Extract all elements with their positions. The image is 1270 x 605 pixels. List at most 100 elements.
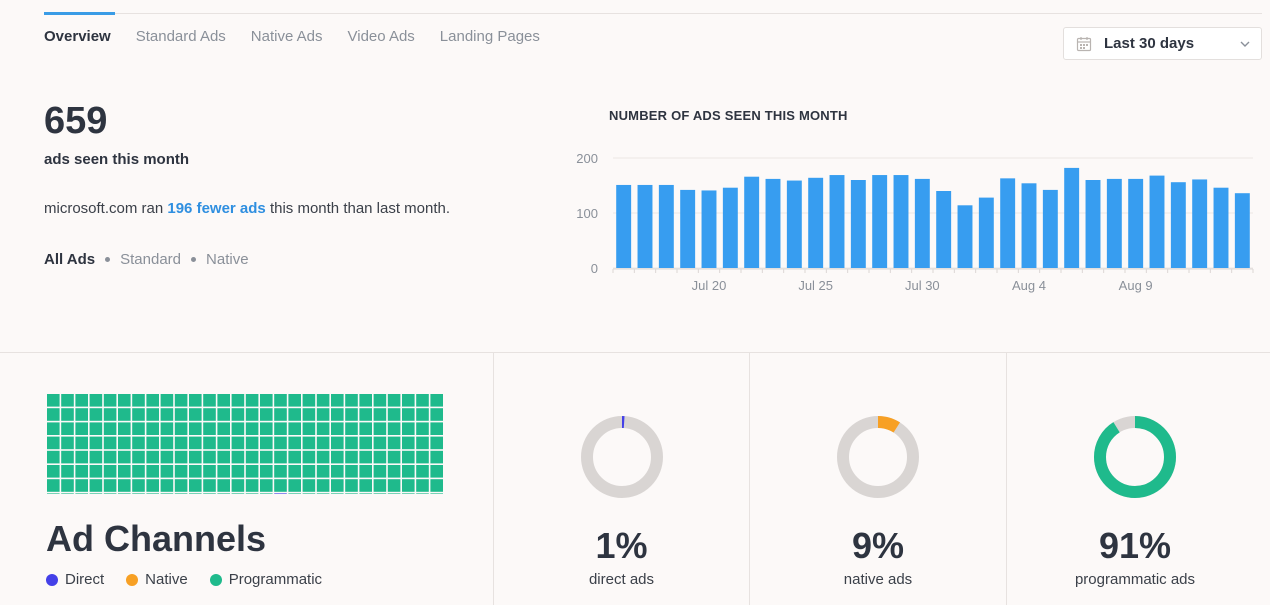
waffle-cell-programmatic bbox=[217, 436, 230, 450]
waffle-cell-programmatic bbox=[132, 479, 145, 492]
waffle-cell-programmatic bbox=[89, 394, 103, 407]
waffle-cell-programmatic bbox=[260, 394, 273, 407]
waffle-cell-programmatic bbox=[103, 479, 117, 492]
chart-bar[interactable] bbox=[914, 178, 930, 268]
chart-bar[interactable] bbox=[1170, 182, 1186, 268]
waffle-cell-programmatic bbox=[288, 408, 301, 421]
waffle-cell-programmatic bbox=[373, 422, 387, 435]
waffle-cell-programmatic bbox=[288, 422, 301, 435]
waffle-cell-programmatic bbox=[89, 465, 103, 478]
chart-bar[interactable] bbox=[957, 205, 973, 268]
chart-bar[interactable] bbox=[1000, 178, 1016, 268]
waffle-cell-programmatic bbox=[231, 479, 245, 492]
chart-bar[interactable] bbox=[1021, 183, 1037, 268]
chart-bar[interactable] bbox=[850, 180, 866, 268]
waffle-cell-programmatic bbox=[387, 394, 401, 407]
programmatic-donut bbox=[1094, 416, 1176, 498]
waffle-cell-programmatic bbox=[359, 436, 372, 450]
waffle-cell-programmatic bbox=[302, 465, 316, 478]
waffle-cell-programmatic bbox=[302, 422, 316, 435]
waffle-cell-programmatic bbox=[146, 465, 159, 478]
chart-bar[interactable] bbox=[893, 175, 909, 268]
waffle-cell-programmatic bbox=[89, 450, 103, 464]
waffle-cell-programmatic bbox=[302, 436, 316, 450]
direct-percent: 1% bbox=[595, 525, 648, 566]
chart-bar[interactable] bbox=[744, 176, 760, 268]
chart-bar[interactable] bbox=[765, 178, 781, 268]
chart-bar[interactable] bbox=[1106, 178, 1122, 268]
comparison-text: microsoft.com ran 196 fewer ads this mon… bbox=[44, 200, 450, 217]
waffle-cell-programmatic bbox=[316, 408, 330, 421]
waffle-cell-programmatic bbox=[103, 493, 117, 494]
filter-standard[interactable]: Standard bbox=[120, 251, 182, 268]
waffle-cell-programmatic bbox=[118, 394, 131, 407]
waffle-cell-programmatic bbox=[331, 479, 344, 492]
native-donut bbox=[837, 416, 919, 498]
waffle-cell-programmatic bbox=[288, 450, 301, 464]
waffle-cell-programmatic bbox=[316, 394, 330, 407]
chart-bar[interactable] bbox=[637, 184, 653, 268]
chart-bar[interactable] bbox=[1042, 189, 1058, 268]
filter-native[interactable]: Native bbox=[206, 251, 249, 268]
waffle-cell-programmatic bbox=[118, 465, 131, 478]
chart-bar[interactable] bbox=[1213, 187, 1229, 268]
legend-label: Direct bbox=[65, 571, 105, 588]
donut-track bbox=[837, 416, 919, 498]
waffle-cell-programmatic bbox=[174, 479, 188, 492]
chart-bar[interactable] bbox=[680, 189, 696, 268]
waffle-cell-programmatic bbox=[174, 436, 188, 450]
waffle-cell-programmatic bbox=[260, 450, 273, 464]
waffle-cell-programmatic bbox=[430, 422, 443, 435]
chart-bar[interactable] bbox=[1234, 193, 1250, 268]
chart-bar[interactable] bbox=[722, 187, 738, 268]
waffle-cell-programmatic bbox=[189, 493, 202, 494]
waffle-cell-programmatic bbox=[359, 408, 372, 421]
waffle-cell-programmatic bbox=[189, 422, 202, 435]
date-range-select[interactable]: Last 30 days bbox=[1063, 27, 1262, 60]
waffle-cell-programmatic bbox=[47, 465, 60, 478]
waffle-cell-programmatic bbox=[132, 394, 145, 407]
chart-bar[interactable] bbox=[1128, 178, 1144, 268]
filter-all-ads[interactable]: All Ads bbox=[44, 251, 96, 268]
waffle-cell-programmatic bbox=[373, 394, 387, 407]
waffle-cell-programmatic bbox=[430, 493, 443, 494]
waffle-cell-programmatic bbox=[174, 465, 188, 478]
chart-bar[interactable] bbox=[978, 197, 994, 268]
chart-bar[interactable] bbox=[701, 190, 717, 268]
tab-landing-pages[interactable]: Landing Pages bbox=[439, 28, 540, 45]
waffle-cell-programmatic bbox=[61, 394, 74, 407]
waffle-cell-programmatic bbox=[132, 493, 145, 494]
chart-bar[interactable] bbox=[1192, 179, 1208, 268]
chart-bar[interactable] bbox=[936, 191, 952, 268]
chart-bar[interactable] bbox=[808, 177, 824, 268]
tab-overview[interactable]: Overview bbox=[44, 28, 111, 45]
waffle-cell-programmatic bbox=[274, 408, 287, 421]
waffle-cell-programmatic bbox=[359, 394, 372, 407]
chart-bar[interactable] bbox=[616, 184, 632, 268]
waffle-cell-programmatic bbox=[160, 450, 174, 464]
chart-bar[interactable] bbox=[829, 175, 845, 268]
waffle-cell-programmatic bbox=[331, 436, 344, 450]
waffle-cell-programmatic bbox=[387, 479, 401, 492]
section-divider bbox=[0, 352, 1270, 353]
chart-bar[interactable] bbox=[658, 184, 674, 268]
waffle-cell-programmatic bbox=[189, 450, 202, 464]
tab-native-ads[interactable]: Native Ads bbox=[250, 28, 323, 45]
y-tick-label: 0 bbox=[591, 261, 598, 276]
tab-bar: Overview Standard Ads Native Ads Video A… bbox=[44, 28, 540, 45]
tab-video-ads[interactable]: Video Ads bbox=[347, 28, 415, 45]
chart-bar[interactable] bbox=[786, 180, 802, 268]
chart-bar[interactable] bbox=[1085, 180, 1101, 268]
waffle-cell-programmatic bbox=[430, 408, 443, 421]
chart-bar[interactable] bbox=[872, 175, 888, 268]
waffle-cell-programmatic bbox=[174, 408, 188, 421]
waffle-cell-programmatic bbox=[47, 436, 60, 450]
waffle-cell-programmatic bbox=[160, 493, 174, 494]
tab-standard-ads[interactable]: Standard Ads bbox=[135, 28, 226, 45]
ad-type-filters: All Ads Standard Native bbox=[44, 251, 249, 268]
chart-bar[interactable] bbox=[1064, 167, 1080, 268]
chart-bar[interactable] bbox=[1149, 175, 1165, 268]
waffle-cell-programmatic bbox=[345, 479, 358, 492]
waffle-cell-programmatic bbox=[331, 408, 344, 421]
waffle-cell-programmatic bbox=[103, 394, 117, 407]
